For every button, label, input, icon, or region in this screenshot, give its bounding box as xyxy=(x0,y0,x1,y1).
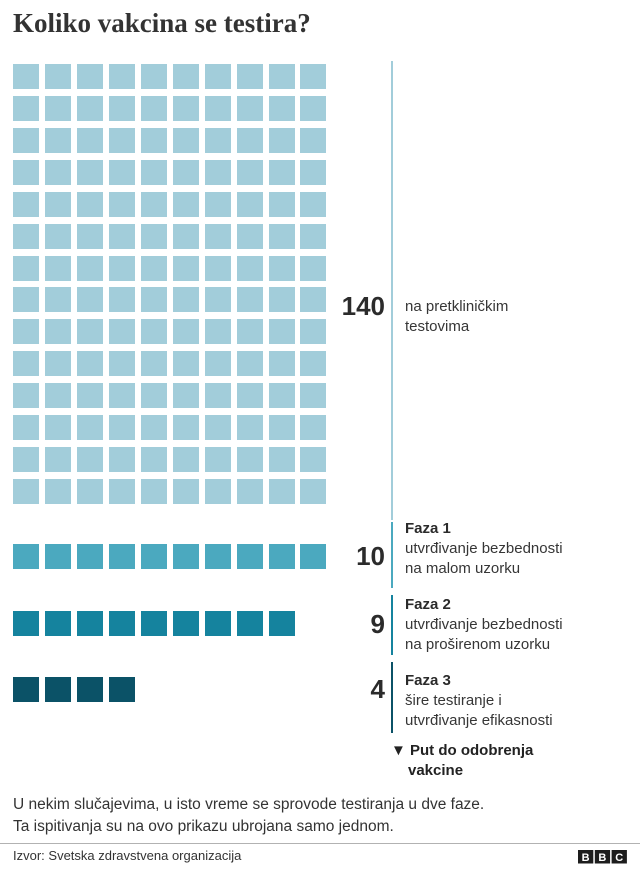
svg-text:B: B xyxy=(598,852,606,864)
svg-text:C: C xyxy=(615,852,623,864)
svg-text:B: B xyxy=(582,852,590,864)
